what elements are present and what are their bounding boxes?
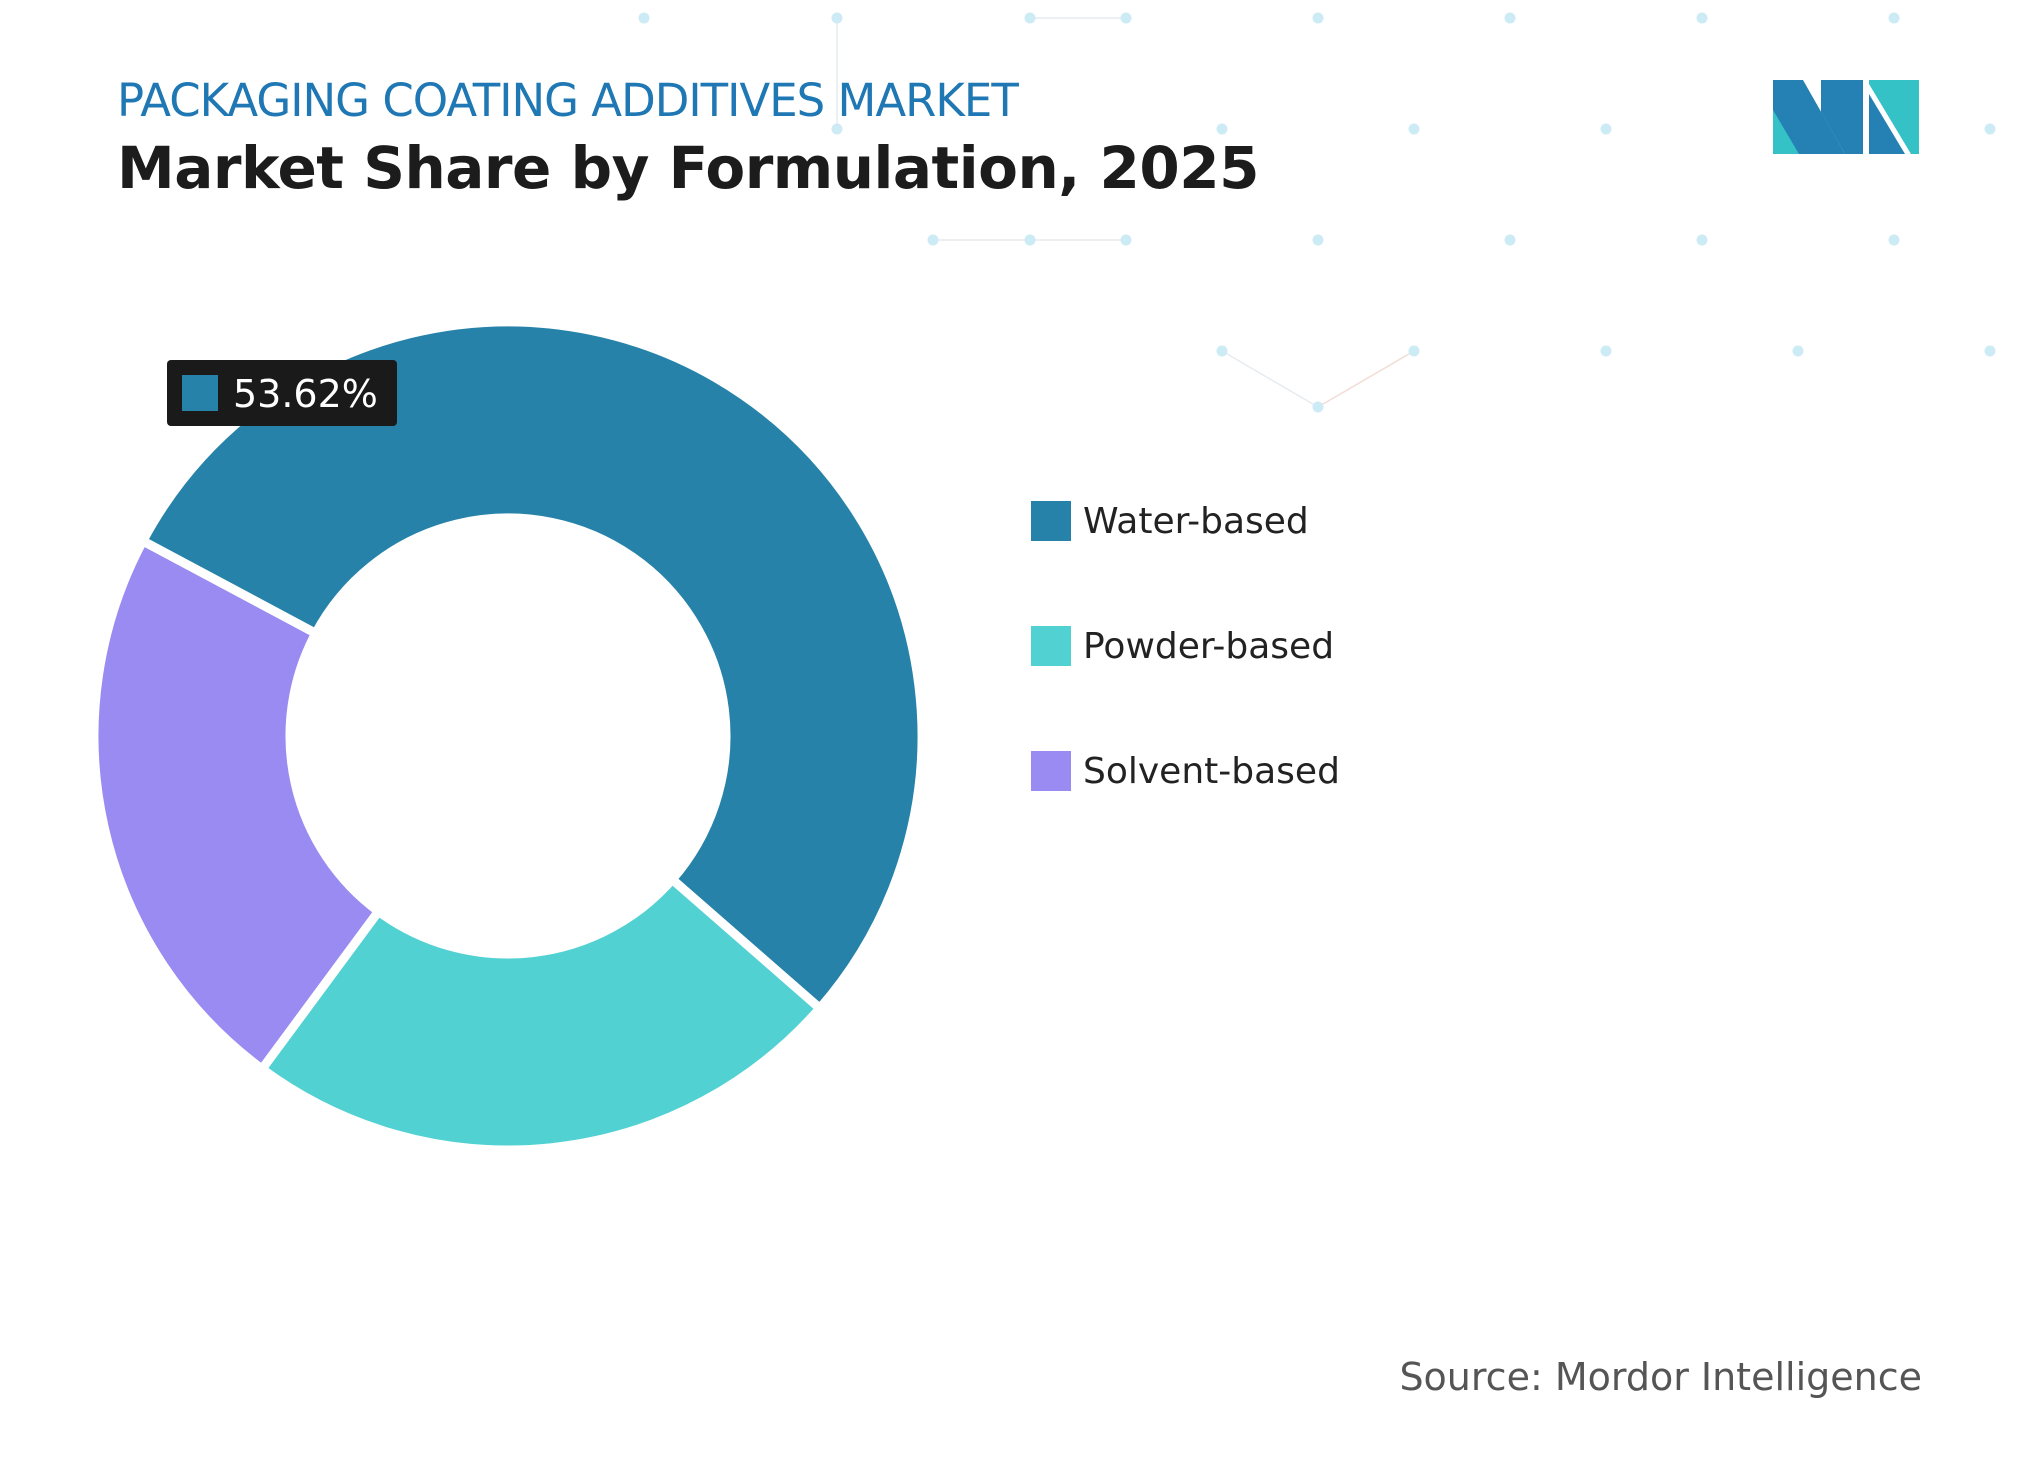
logo-right-teal — [1869, 80, 1919, 154]
legend-label-powder-based: Powder-based — [1083, 625, 1335, 667]
legend-swatch-powder-based — [1031, 626, 1071, 666]
legend-label-water-based: Water-based — [1083, 500, 1309, 542]
pattern-dot — [831, 123, 843, 135]
mordor-intelligence-logo-icon — [1773, 80, 1919, 154]
legend-swatch-water-based — [1031, 501, 1071, 541]
pattern-dot — [638, 12, 650, 24]
pattern-dot — [1600, 345, 1612, 357]
pattern-dot — [1696, 12, 1708, 24]
pattern-dot — [1504, 234, 1516, 246]
legend-label-solvent-based: Solvent-based — [1083, 750, 1340, 792]
data-label-swatch — [182, 375, 218, 411]
legend-item-powder-based: Powder-based — [1031, 625, 1334, 667]
report-kicker: PACKAGING COATING ADDITIVES MARKET — [117, 74, 1019, 127]
pattern-dot — [1408, 345, 1420, 357]
pattern-dot — [1024, 12, 1036, 24]
donut-slice-powder-based — [255, 873, 827, 1155]
data-label-water-based: 53.62% — [167, 360, 397, 426]
pattern-dot — [1504, 12, 1516, 24]
pattern-dot — [1024, 234, 1036, 246]
pattern-dot — [1312, 12, 1324, 24]
chart-title: Market Share by Formulation, 2025 — [117, 134, 1259, 202]
pattern-dot — [1312, 401, 1324, 413]
pattern-line — [1317, 350, 1415, 408]
pattern-dot — [927, 234, 939, 246]
legend-swatch-solvent-based — [1031, 751, 1071, 791]
logo-middle-block — [1821, 80, 1863, 154]
pattern-dot — [1600, 123, 1612, 135]
pattern-dot — [1120, 12, 1132, 24]
donut-slices — [89, 317, 927, 1155]
pattern-line — [1221, 350, 1319, 408]
pattern-dot — [1888, 234, 1900, 246]
source-note: Source: Mordor Intelligence — [1399, 1355, 1922, 1399]
data-labels: 53.62% — [167, 360, 397, 426]
pattern-dot — [1312, 234, 1324, 246]
pattern-dot — [1120, 234, 1132, 246]
pattern-dot — [831, 12, 843, 24]
pattern-dot — [1216, 123, 1228, 135]
logo-right-dark — [1869, 94, 1905, 154]
data-label-text: 53.62% — [233, 372, 378, 416]
pattern-dot — [1792, 345, 1804, 357]
pattern-dot — [1888, 12, 1900, 24]
legend-item-water-based: Water-based — [1031, 500, 1309, 542]
pattern-dot — [1408, 123, 1420, 135]
donut-slice-solvent-based — [89, 534, 385, 1076]
logo-left-block — [1773, 80, 1845, 154]
pattern-dot — [1984, 345, 1996, 357]
donut-slice-water-based — [136, 317, 927, 1015]
data-label-box — [167, 360, 397, 426]
pattern-dot — [1984, 123, 1996, 135]
legend-item-solvent-based: Solvent-based — [1031, 750, 1340, 792]
pattern-dot — [1216, 345, 1228, 357]
pattern-dot — [1696, 234, 1708, 246]
logo-left-notch — [1773, 110, 1799, 154]
